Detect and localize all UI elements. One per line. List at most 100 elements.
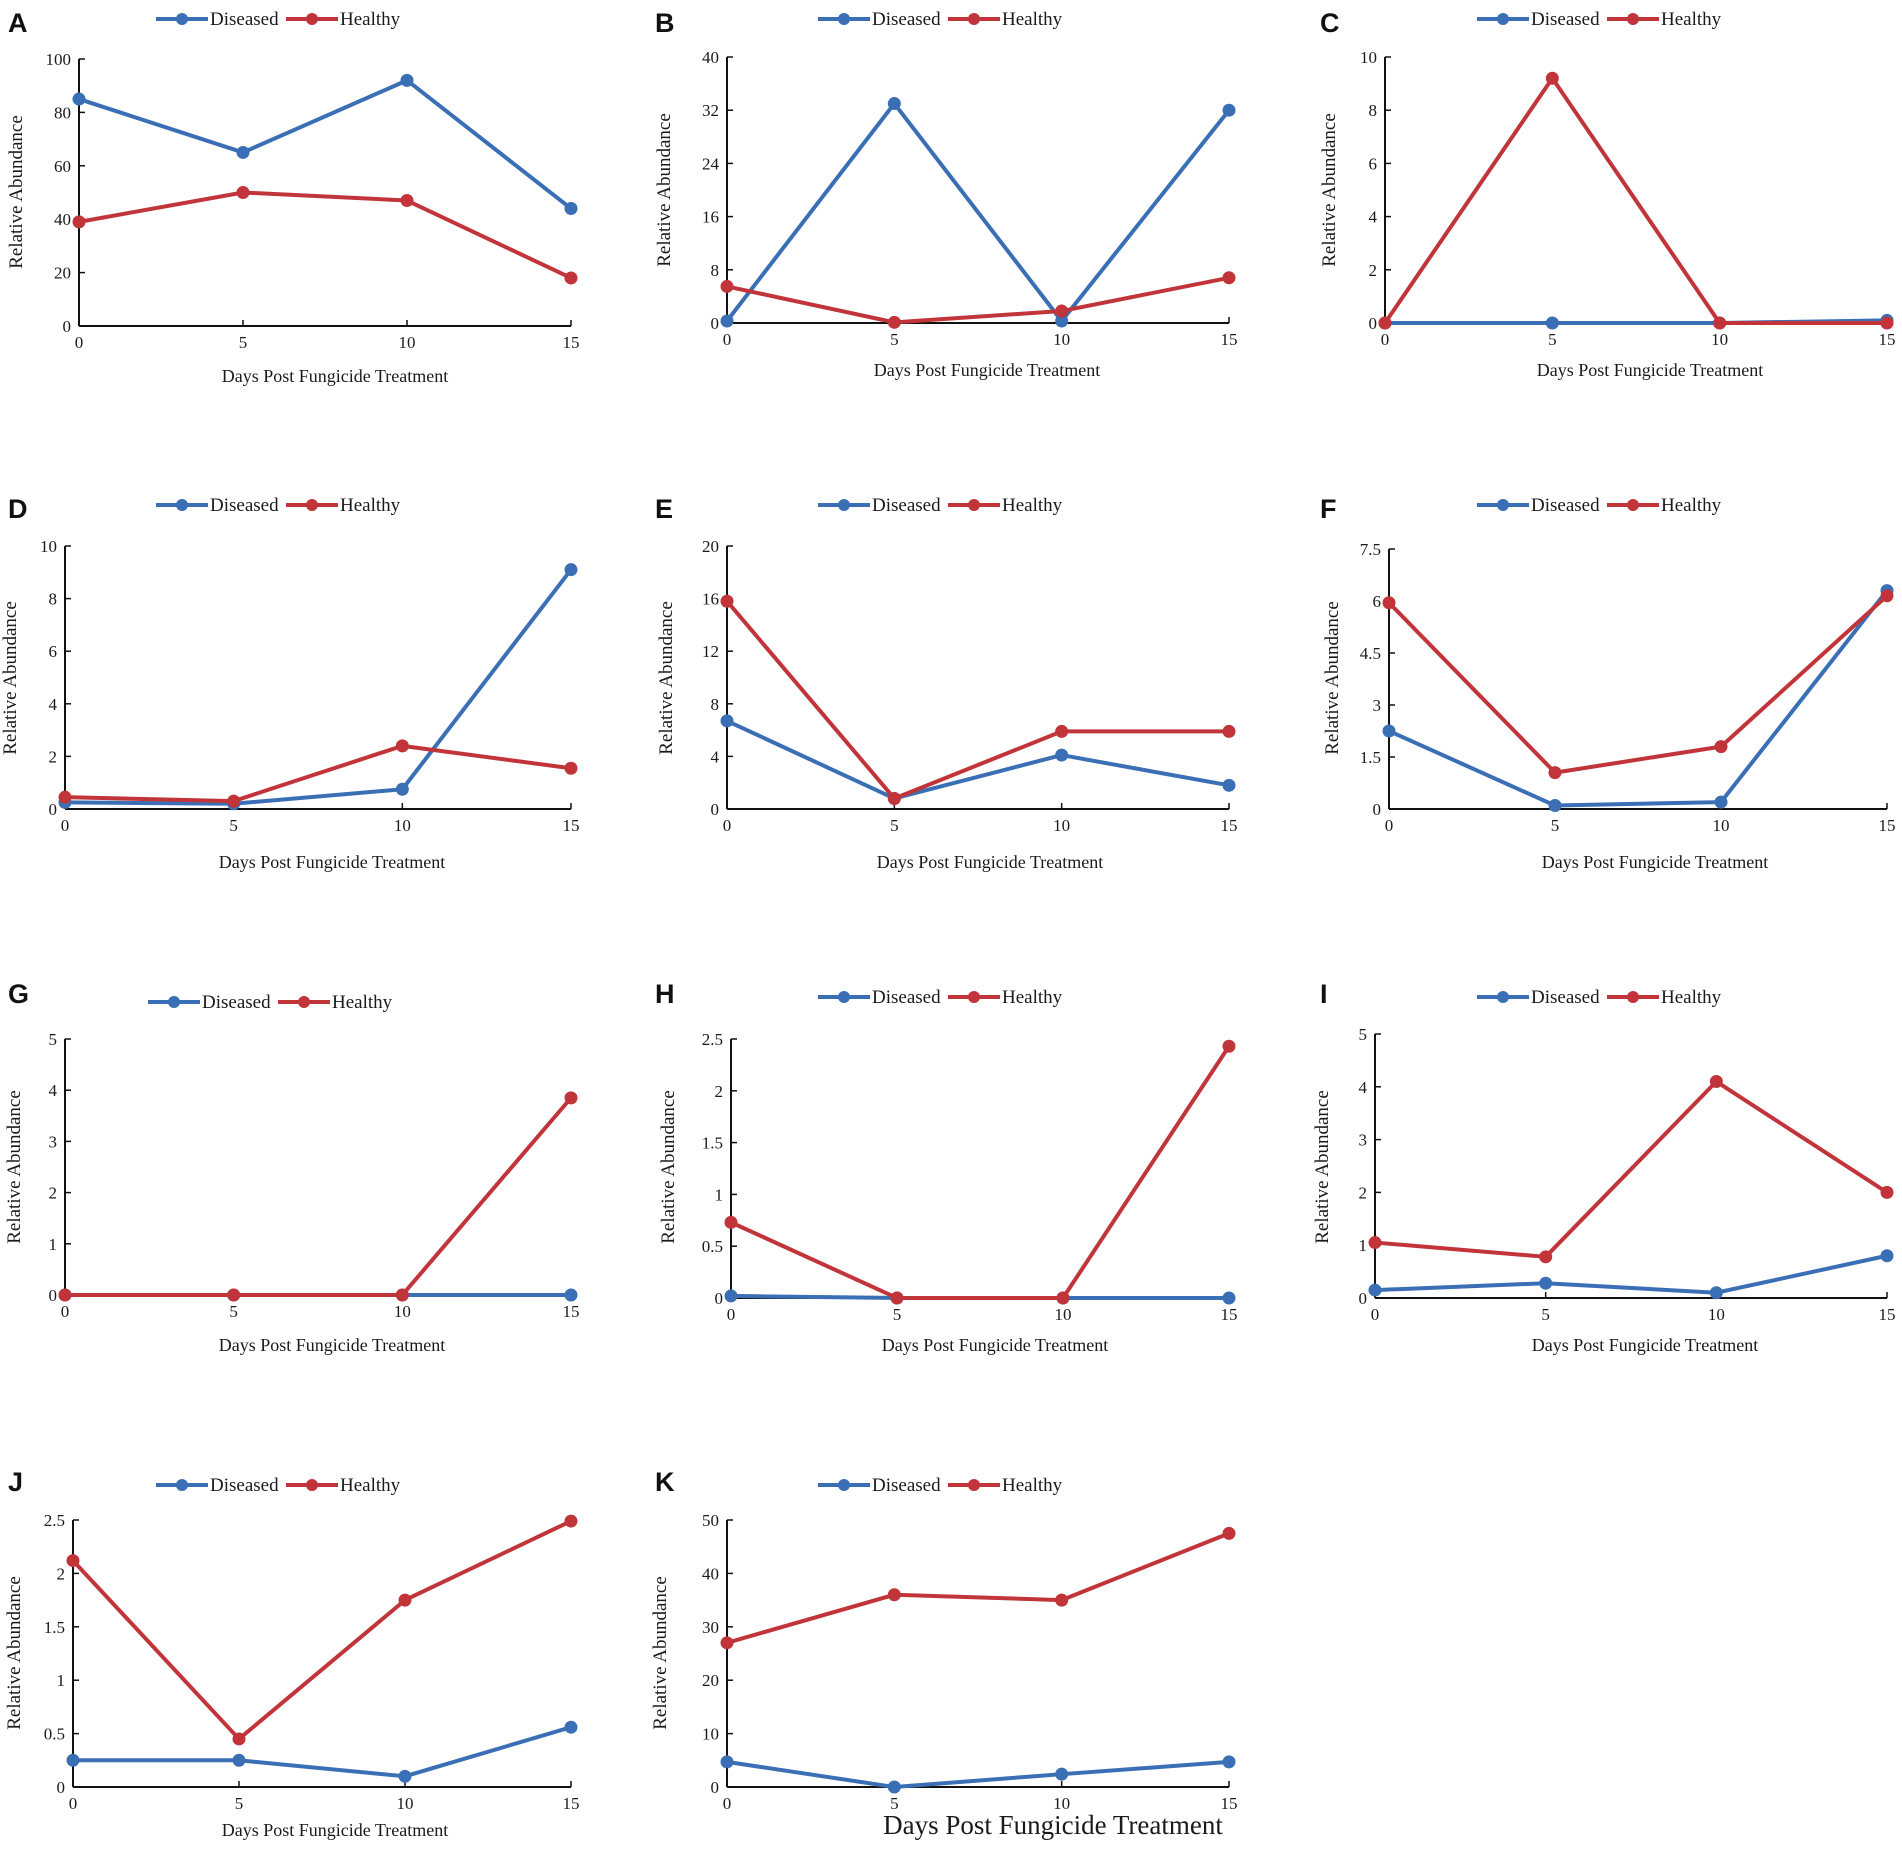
series-line-healthy xyxy=(1387,594,1889,775)
data-point-diseased xyxy=(395,782,409,796)
chart-panel-e: E 0 4 8 12 16 20 0 5 10 15 Days Post Fungicide Trea… xyxy=(655,494,1238,872)
legend-marker-healthy xyxy=(306,499,318,511)
legend-marker-diseased xyxy=(176,1479,188,1491)
y-tick-label: 4 xyxy=(49,1081,58,1100)
y-tick-label: 8 xyxy=(711,261,720,280)
x-tick-label: 0 xyxy=(1381,330,1390,349)
data-point-healthy xyxy=(58,1288,72,1302)
y-tick-label: 6 xyxy=(1373,592,1382,611)
data-point-diseased xyxy=(1382,724,1396,738)
legend-label-healthy: Healthy xyxy=(340,9,401,30)
y-tick-label: 50 xyxy=(702,1511,719,1530)
y-tick-label: 12 xyxy=(702,642,719,661)
data-point-diseased xyxy=(1055,1767,1069,1781)
legend-label-healthy: Healthy xyxy=(332,992,393,1013)
y-tick-label: 10 xyxy=(1360,48,1377,67)
x-axis-label: Days Post Fungicide Treatment xyxy=(219,852,446,872)
data-point-diseased xyxy=(1880,1249,1894,1263)
legend-label-healthy: Healthy xyxy=(340,1475,401,1496)
x-tick-label: 5 xyxy=(890,1794,899,1813)
data-point-healthy xyxy=(564,271,578,285)
panel-label: D xyxy=(8,494,28,524)
x-tick-label: 10 xyxy=(394,1302,411,1321)
x-tick-label: 10 xyxy=(1713,816,1730,835)
data-point-diseased xyxy=(1222,778,1236,792)
y-tick-label: 24 xyxy=(702,154,720,173)
x-tick-label: 10 xyxy=(1708,1305,1725,1324)
x-tick-label: 10 xyxy=(397,1794,414,1813)
chart-panel-b: B 0 8 16 24 32 40 0 5 10 15 Days Post Fungicide Tre… xyxy=(654,8,1238,380)
data-point-diseased xyxy=(564,202,578,216)
data-point-healthy xyxy=(724,1215,738,1229)
legend-marker-diseased xyxy=(838,1479,850,1491)
legend-label-diseased: Diseased xyxy=(1531,987,1600,1008)
series-line-healthy xyxy=(78,190,572,280)
y-axis-label: Relative Abundance xyxy=(656,601,677,755)
chart-panel-j: J 0 0.5 1 1.5 2 2.5 0 5 10 15 Days Post Fungicide T… xyxy=(4,1467,580,1840)
series-line-healthy xyxy=(1383,76,1887,325)
data-point-diseased xyxy=(1545,316,1559,330)
x-tick-label: 5 xyxy=(239,333,248,352)
legend-marker-healthy xyxy=(306,13,318,25)
data-point-healthy xyxy=(227,794,241,808)
series-line-diseased xyxy=(1388,589,1889,808)
data-point-diseased xyxy=(887,1780,901,1794)
data-point-diseased xyxy=(400,73,414,87)
y-tick-label: 80 xyxy=(54,103,71,122)
data-point-diseased xyxy=(724,1289,738,1303)
x-tick-label: 0 xyxy=(61,816,70,835)
x-tick-label: 0 xyxy=(75,333,84,352)
x-tick-label: 10 xyxy=(399,333,416,352)
panel-label: C xyxy=(1320,8,1340,38)
data-point-healthy xyxy=(887,1588,901,1602)
chart-panel-d: D 0 2 4 6 8 10 0 5 10 15 Days Post Fungicide Treatm… xyxy=(0,494,580,872)
x-tick-label: 15 xyxy=(1221,330,1238,349)
panel-label: G xyxy=(8,979,29,1009)
x-tick-label: 10 xyxy=(1053,1794,1070,1813)
data-point-healthy xyxy=(395,1288,409,1302)
y-tick-label: 3 xyxy=(1359,1131,1368,1150)
y-tick-label: 8 xyxy=(49,590,58,609)
y-tick-label: 10 xyxy=(702,1725,719,1744)
x-axis-label: Days Post Fungicide Treatment xyxy=(1537,360,1764,380)
legend-label-diseased: Diseased xyxy=(1531,495,1600,516)
legend-label-diseased: Diseased xyxy=(1531,9,1600,30)
series-line-diseased xyxy=(726,1759,1230,1789)
x-tick-label: 10 xyxy=(1055,1305,1072,1324)
y-tick-label: 4 xyxy=(1359,1078,1368,1097)
legend-marker-healthy xyxy=(968,499,980,511)
data-point-diseased xyxy=(1222,1291,1236,1305)
y-tick-label: 0 xyxy=(711,314,720,333)
y-tick-label: 2 xyxy=(57,1564,66,1583)
y-tick-label: 2 xyxy=(49,1184,58,1203)
series-line-healthy xyxy=(725,599,1229,801)
legend-marker-healthy xyxy=(968,13,980,25)
data-point-diseased xyxy=(1222,1755,1236,1769)
legend-label-diseased: Diseased xyxy=(872,987,941,1008)
data-point-healthy xyxy=(1880,1185,1894,1199)
y-tick-label: 32 xyxy=(702,101,719,120)
legend-label-diseased: Diseased xyxy=(872,9,941,30)
data-point-healthy xyxy=(1378,316,1392,330)
data-point-healthy xyxy=(1055,1593,1069,1607)
y-tick-label: 8 xyxy=(711,695,720,714)
y-tick-label: 3 xyxy=(49,1132,58,1151)
x-tick-label: 5 xyxy=(229,1302,238,1321)
x-tick-label: 0 xyxy=(727,1305,736,1324)
panel-label: A xyxy=(8,8,28,38)
y-tick-label: 5 xyxy=(1359,1025,1368,1044)
legend-marker-healthy xyxy=(298,996,310,1008)
data-point-healthy xyxy=(564,761,578,775)
x-tick-label: 5 xyxy=(1551,816,1560,835)
data-point-diseased xyxy=(1055,748,1069,762)
data-point-diseased xyxy=(398,1769,412,1783)
data-point-diseased xyxy=(232,1753,246,1767)
data-point-healthy xyxy=(720,1636,734,1650)
panel-label: K xyxy=(655,1467,675,1497)
y-tick-label: 1.5 xyxy=(1360,748,1381,767)
data-point-healthy xyxy=(232,1732,246,1746)
y-tick-label: 3 xyxy=(1373,696,1382,715)
y-tick-label: 0.5 xyxy=(44,1725,65,1744)
series-line-healthy xyxy=(726,275,1230,325)
